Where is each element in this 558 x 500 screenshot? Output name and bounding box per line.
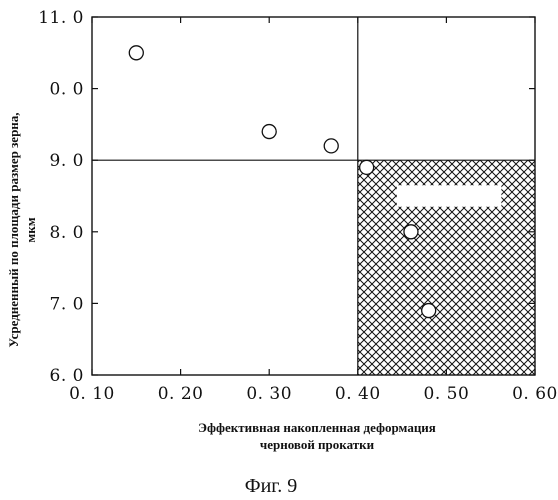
data-point <box>324 139 338 153</box>
x-tick-label: 0. 20 <box>158 384 204 404</box>
y-tick-label: 11. 0 <box>38 8 84 28</box>
y-axis-title-line1: Усредненный по площади размер зерна, <box>6 112 21 347</box>
x-tick-label: 0. 60 <box>512 384 558 404</box>
data-point <box>262 125 276 139</box>
data-point <box>360 160 374 174</box>
x-tick-label: 0. 30 <box>246 384 292 404</box>
x-axis-title-line1: Эффективная накопленная деформация <box>198 420 436 435</box>
plot-area <box>92 17 535 375</box>
y-tick-label: 9. 0 <box>50 151 84 171</box>
data-point <box>422 304 436 318</box>
x-tick-label: 0. 10 <box>69 384 115 404</box>
y-axis-title-line2: мкм <box>23 217 38 242</box>
x-tick-label: 0. 40 <box>335 384 381 404</box>
data-point <box>404 225 418 239</box>
y-tick-label: 0. 0 <box>50 80 84 100</box>
x-tick-label: 0. 50 <box>424 384 470 404</box>
y-tick-label: 8. 0 <box>50 223 84 243</box>
hatched-region-label-box <box>397 185 502 206</box>
x-axis-title-line2: черновой прокатки <box>260 437 375 452</box>
data-point <box>129 46 143 60</box>
figure-caption: Фиг. 9 <box>245 475 297 497</box>
y-tick-label: 7. 0 <box>50 294 84 314</box>
y-tick-label: 6. 0 <box>50 366 84 386</box>
